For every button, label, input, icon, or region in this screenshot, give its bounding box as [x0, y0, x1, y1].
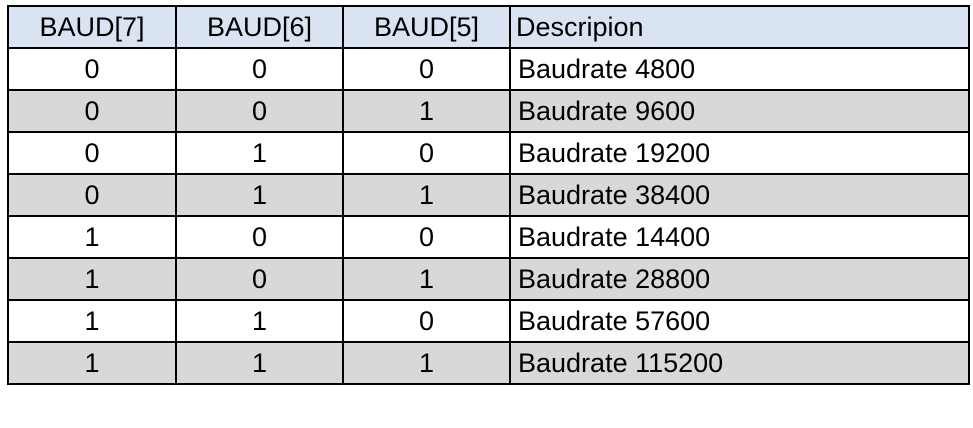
- cell-baud-5: 1: [342, 341, 511, 385]
- cell-baud-6: 0: [175, 89, 344, 133]
- baud-rate-table: BAUD[7] BAUD[6] BAUD[5] Descripion 0 0 0…: [7, 5, 970, 385]
- cell-description: Baudrate 19200: [509, 131, 970, 175]
- cell-description: Baudrate 115200: [509, 341, 970, 385]
- cell-baud-5: 0: [342, 215, 511, 259]
- table-row: 0 1 0 Baudrate 19200: [7, 131, 970, 175]
- cell-baud-6: 0: [175, 47, 344, 91]
- table-header: BAUD[7] BAUD[6] BAUD[5] Descripion: [7, 5, 970, 49]
- cell-baud-7: 0: [7, 47, 177, 91]
- cell-baud-6: 1: [175, 173, 344, 217]
- table-row: 0 0 1 Baudrate 9600: [7, 89, 970, 133]
- cell-baud-7: 0: [7, 173, 177, 217]
- cell-baud-5: 1: [342, 173, 511, 217]
- table-body: 0 0 0 Baudrate 4800 0 0 1 Baudrate 9600 …: [7, 47, 970, 385]
- table-row: 0 1 1 Baudrate 38400: [7, 173, 970, 217]
- cell-baud-7: 1: [7, 341, 177, 385]
- cell-baud-7: 0: [7, 131, 177, 175]
- table-row: 1 0 0 Baudrate 14400: [7, 215, 970, 259]
- cell-description: Baudrate 38400: [509, 173, 970, 217]
- cell-baud-7: 1: [7, 257, 177, 301]
- header-baud-6: BAUD[6]: [175, 5, 344, 49]
- header-description: Descripion: [509, 5, 970, 49]
- cell-description: Baudrate 4800: [509, 47, 970, 91]
- cell-baud-5: 0: [342, 299, 511, 343]
- table-row: 1 0 1 Baudrate 28800: [7, 257, 970, 301]
- cell-baud-6: 1: [175, 299, 344, 343]
- cell-baud-6: 0: [175, 215, 344, 259]
- cell-baud-7: 0: [7, 89, 177, 133]
- cell-description: Baudrate 28800: [509, 257, 970, 301]
- cell-baud-5: 1: [342, 257, 511, 301]
- cell-baud-5: 1: [342, 89, 511, 133]
- header-baud-5: BAUD[5]: [342, 5, 511, 49]
- cell-baud-6: 1: [175, 341, 344, 385]
- cell-baud-6: 0: [175, 257, 344, 301]
- cell-description: Baudrate 9600: [509, 89, 970, 133]
- cell-description: Baudrate 14400: [509, 215, 970, 259]
- cell-baud-7: 1: [7, 299, 177, 343]
- table-row: 1 1 0 Baudrate 57600: [7, 299, 970, 343]
- cell-baud-5: 0: [342, 47, 511, 91]
- cell-description: Baudrate 57600: [509, 299, 970, 343]
- table-row: 1 1 1 Baudrate 115200: [7, 341, 970, 385]
- header-baud-7: BAUD[7]: [7, 5, 177, 49]
- table-row: 0 0 0 Baudrate 4800: [7, 47, 970, 91]
- header-row: BAUD[7] BAUD[6] BAUD[5] Descripion: [7, 5, 970, 49]
- cell-baud-7: 1: [7, 215, 177, 259]
- cell-baud-6: 1: [175, 131, 344, 175]
- cell-baud-5: 0: [342, 131, 511, 175]
